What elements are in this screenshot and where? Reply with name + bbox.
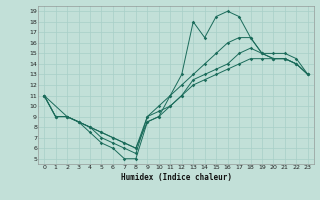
X-axis label: Humidex (Indice chaleur): Humidex (Indice chaleur) <box>121 173 231 182</box>
